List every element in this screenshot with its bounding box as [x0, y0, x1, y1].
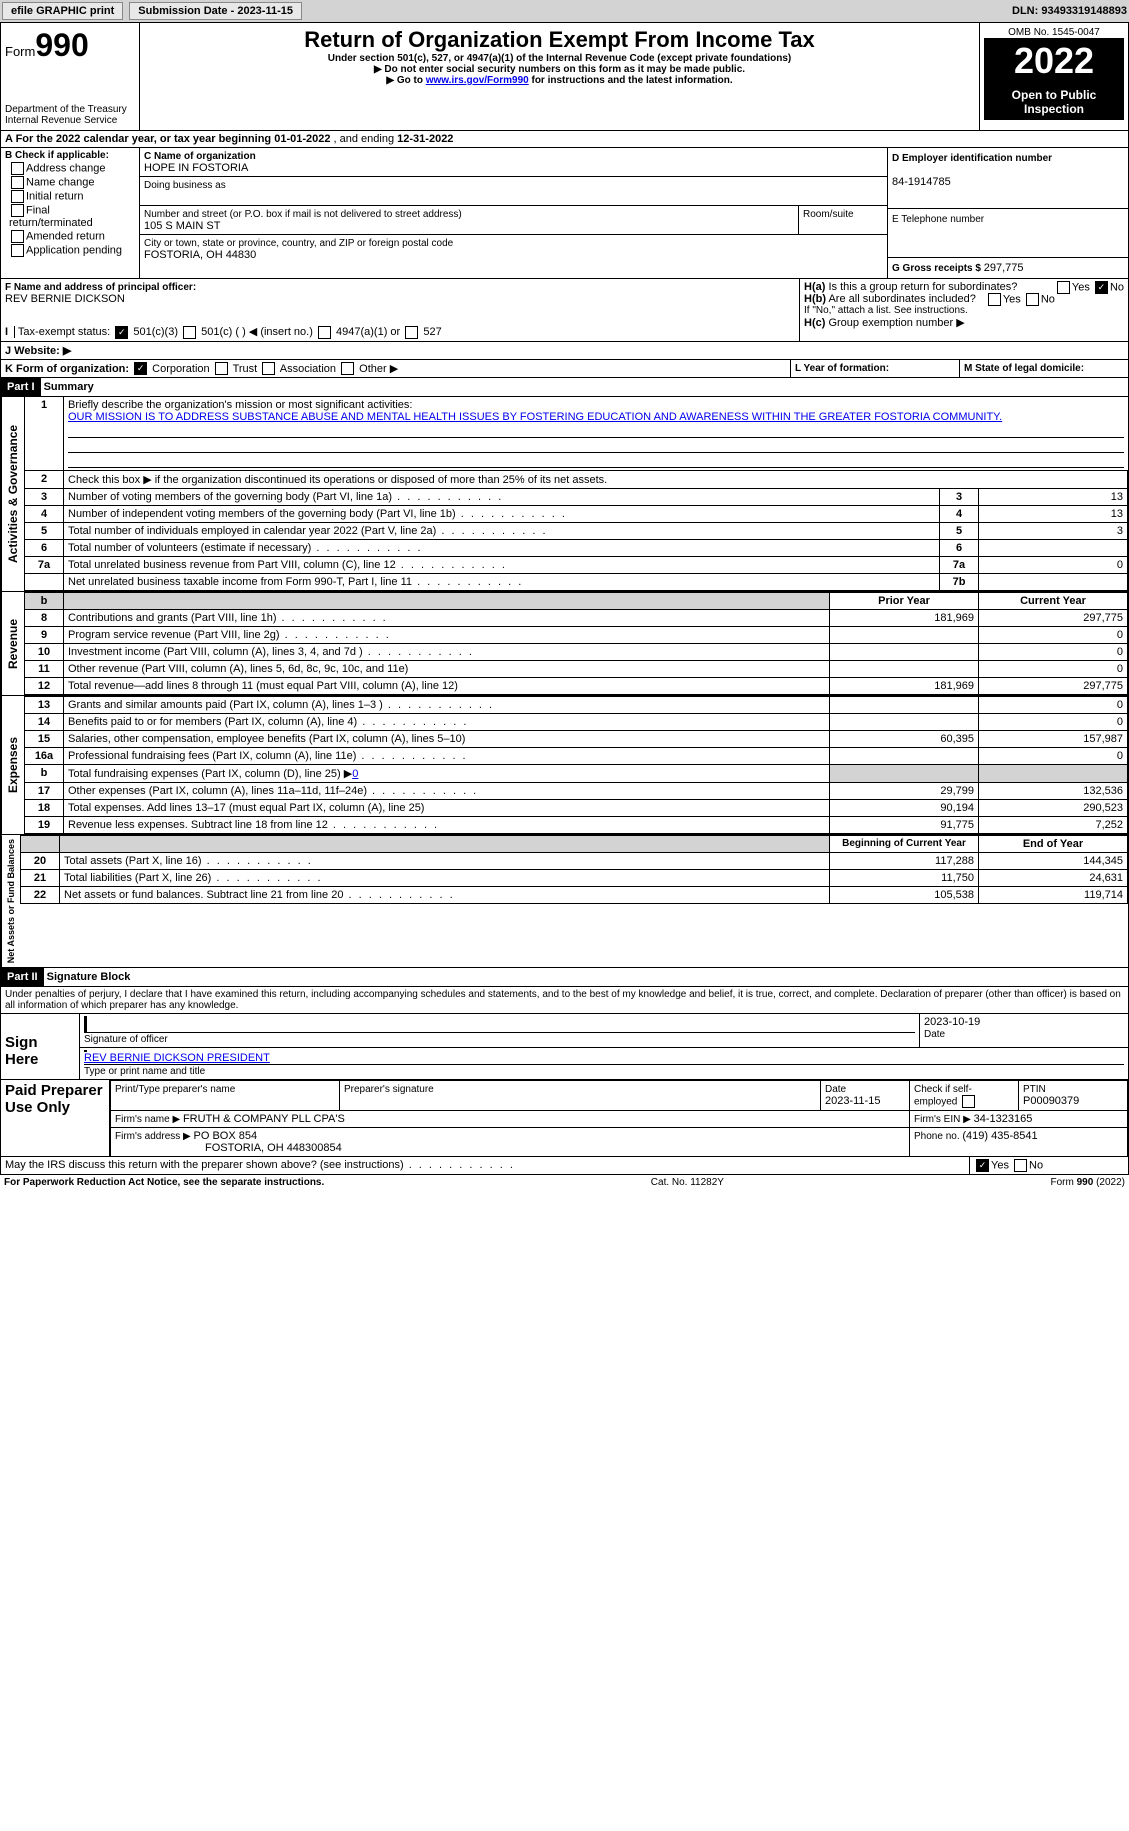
c8: 297,775: [979, 610, 1128, 627]
discuss-yes[interactable]: [976, 1159, 989, 1172]
ha-no[interactable]: [1095, 281, 1108, 294]
side-revenue: Revenue: [1, 592, 24, 695]
form-title: Return of Organization Exempt From Incom…: [144, 27, 975, 53]
side-net: Net Assets or Fund Balances: [1, 835, 20, 967]
c9: 0: [979, 627, 1128, 644]
v3: 13: [979, 489, 1128, 506]
top-bar: efile GRAPHIC print Submission Date - 20…: [0, 0, 1129, 22]
p15: 60,395: [830, 731, 979, 748]
side-expenses: Expenses: [1, 696, 24, 834]
p18: 90,194: [830, 800, 979, 817]
discuss-no[interactable]: [1014, 1159, 1027, 1172]
dln: DLN: 93493319148893: [1012, 5, 1127, 17]
cat-no: Cat. No. 11282Y: [651, 1177, 724, 1188]
501c3-check[interactable]: [115, 326, 128, 339]
efile-button[interactable]: efile GRAPHIC print: [2, 2, 123, 20]
c11: 0: [979, 661, 1128, 678]
assoc-check[interactable]: [262, 362, 275, 375]
declaration: Under penalties of perjury, I declare th…: [0, 987, 1129, 1014]
officer-name: REV BERNIE DICKSON: [5, 293, 125, 305]
final-check[interactable]: [11, 204, 24, 217]
subdate-button[interactable]: Submission Date - 2023-11-15: [129, 2, 302, 20]
p12: 181,969: [830, 678, 979, 695]
v5: 3: [979, 523, 1128, 540]
dept-label: Department of the Treasury: [5, 104, 135, 115]
addr-change-check[interactable]: [11, 162, 24, 175]
c16a: 0: [979, 748, 1128, 765]
c21: 24,631: [979, 870, 1128, 887]
self-emp-check[interactable]: [962, 1095, 975, 1108]
trust-check[interactable]: [215, 362, 228, 375]
firm-name: FRUTH & COMPANY PLL CPA'S: [183, 1113, 345, 1125]
tax-year: 2022: [984, 38, 1124, 84]
paid-preparer: Paid Preparer Use Only: [1, 1080, 110, 1156]
org-addr: 105 S MAIN ST: [144, 220, 220, 232]
c18: 290,523: [979, 800, 1128, 817]
p17: 29,799: [830, 783, 979, 800]
c17: 132,536: [979, 783, 1128, 800]
open-public: Open to Public Inspection: [984, 84, 1124, 120]
ptin: P00090379: [1023, 1095, 1079, 1107]
pra-notice: For Paperwork Reduction Act Notice, see …: [4, 1177, 324, 1188]
501c-check[interactable]: [183, 326, 196, 339]
omb: OMB No. 1545-0047: [984, 27, 1124, 38]
box-j: J Website: ▶: [5, 345, 71, 357]
4947-check[interactable]: [318, 326, 331, 339]
v4: 13: [979, 506, 1128, 523]
ein: 84-1914785: [892, 176, 951, 188]
irs-link[interactable]: www.irs.gov/Form990: [426, 75, 529, 86]
gross-receipts: 297,775: [984, 262, 1024, 274]
part1-label: Part I: [1, 378, 41, 396]
ha-yes[interactable]: [1057, 281, 1070, 294]
c12: 297,775: [979, 678, 1128, 695]
initial-check[interactable]: [11, 190, 24, 203]
corp-check[interactable]: [134, 362, 147, 375]
form-footer: Form 990 (2022): [1051, 1177, 1125, 1188]
c19: 7,252: [979, 817, 1128, 834]
c20: 144,345: [979, 853, 1128, 870]
line-a: A For the 2022 calendar year, or tax yea…: [5, 133, 274, 145]
p8: 181,969: [830, 610, 979, 627]
v7b: [979, 574, 1128, 591]
other-check[interactable]: [341, 362, 354, 375]
firm-phone: (419) 435-8541: [962, 1130, 1037, 1142]
org-name: HOPE IN FOSTORIA: [144, 162, 248, 174]
firm-addr2: FOSTORIA, OH 448300854: [205, 1142, 342, 1154]
p22: 105,538: [830, 887, 979, 904]
note1: ▶ Do not enter social security numbers o…: [144, 64, 975, 75]
pending-check[interactable]: [11, 244, 24, 257]
p20: 117,288: [830, 853, 979, 870]
firm-ein: 34-1323165: [974, 1113, 1033, 1125]
name-change-check[interactable]: [11, 176, 24, 189]
part2-label: Part II: [1, 968, 44, 986]
527-check[interactable]: [405, 326, 418, 339]
sign-here: Sign Here: [1, 1014, 80, 1079]
side-activities: Activities & Governance: [1, 397, 24, 591]
amended-check[interactable]: [11, 230, 24, 243]
v7a: 0: [979, 557, 1128, 574]
c22: 119,714: [979, 887, 1128, 904]
org-city: FOSTORIA, OH 44830: [144, 249, 256, 261]
c15: 157,987: [979, 731, 1128, 748]
p19: 91,775: [830, 817, 979, 834]
box-b-title: B Check if applicable:: [5, 150, 135, 161]
v6: [979, 540, 1128, 557]
c13: 0: [979, 697, 1128, 714]
p21: 11,750: [830, 870, 979, 887]
c14: 0: [979, 714, 1128, 731]
c10: 0: [979, 644, 1128, 661]
mission-text: OUR MISSION IS TO ADDRESS SUBSTANCE ABUS…: [68, 411, 1002, 423]
form-subtitle: Under section 501(c), 527, or 4947(a)(1)…: [144, 53, 975, 64]
hb-no[interactable]: [1026, 293, 1039, 306]
irs-label: Internal Revenue Service: [5, 115, 135, 126]
sign-date: 2023-10-19: [924, 1016, 980, 1028]
firm-addr1: PO BOX 854: [194, 1130, 258, 1142]
officer-sig-name: REV BERNIE DICKSON PRESIDENT: [84, 1052, 270, 1064]
hb-yes[interactable]: [988, 293, 1001, 306]
form-header: Form990 Department of the Treasury Inter…: [0, 22, 1129, 131]
